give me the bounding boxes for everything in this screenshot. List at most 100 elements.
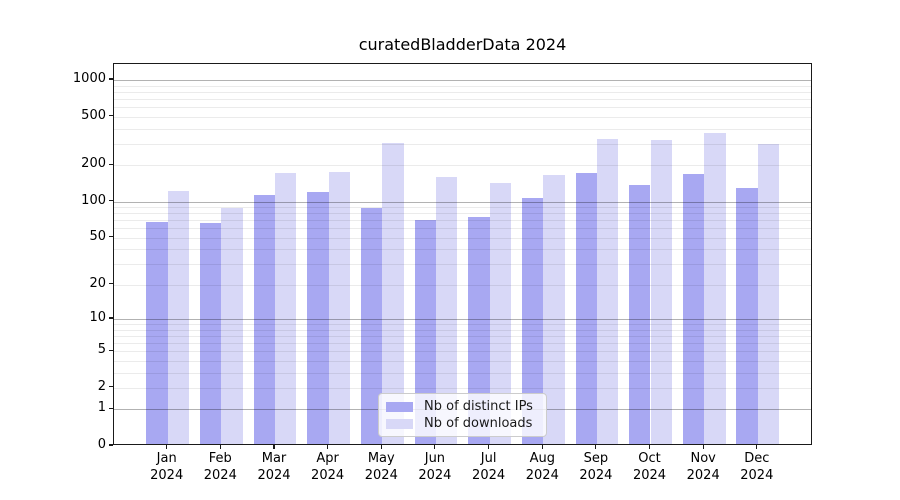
bar-distinct-ips xyxy=(253,195,275,444)
y-tick-mark xyxy=(109,283,113,285)
bar-distinct-ips xyxy=(682,174,705,444)
gridline-minor xyxy=(114,228,811,230)
gridline-minor xyxy=(114,372,811,374)
gridline-minor xyxy=(114,116,811,118)
bar-downloads xyxy=(704,132,726,444)
gridline-major xyxy=(114,80,811,81)
x-tick-label: Feb 2024 xyxy=(203,451,237,483)
bar-distinct-ips xyxy=(736,188,758,444)
bar-downloads xyxy=(489,183,511,444)
bar-distinct-ips xyxy=(629,184,651,444)
legend-label-distinct-ips: Nb of distinct IPs xyxy=(424,399,533,415)
y-tick-mark xyxy=(109,317,113,319)
x-tick-mark xyxy=(595,445,597,449)
y-tick-label: 1 xyxy=(97,400,106,416)
y-tick-mark xyxy=(109,199,113,202)
gridline-minor xyxy=(114,237,811,239)
x-tick-label: Aug 2024 xyxy=(525,451,559,483)
bar-distinct-ips xyxy=(414,219,436,444)
y-tick-label: 20 xyxy=(89,275,106,291)
x-tick-label: Dec 2024 xyxy=(740,451,774,483)
gridline-minor xyxy=(114,284,811,286)
chart-title: curatedBladderData 2024 xyxy=(358,35,567,54)
y-tick-label: 10 xyxy=(89,310,106,325)
bar-distinct-ips xyxy=(146,222,168,444)
y-tick-mark xyxy=(109,349,113,351)
x-tick-label: Jun 2024 xyxy=(418,451,452,483)
bar-distinct-ips xyxy=(307,191,329,444)
x-tick-mark xyxy=(702,445,704,449)
bar-downloads xyxy=(382,143,404,444)
y-tick-label: 200 xyxy=(81,156,106,172)
gridline-minor xyxy=(114,324,811,325)
gridline-minor xyxy=(114,220,811,222)
x-tick-mark xyxy=(380,445,382,449)
gridline-minor xyxy=(114,85,811,87)
gridline-minor xyxy=(114,128,811,130)
legend-swatch-distinct-ips xyxy=(386,402,413,413)
gridline-minor xyxy=(114,165,811,167)
gridline-minor xyxy=(114,91,811,93)
x-tick-label: Apr 2024 xyxy=(311,451,345,483)
legend: Nb of distinct IPs Nb of downloads xyxy=(378,393,547,437)
gridline-minor xyxy=(114,207,811,208)
bar-downloads xyxy=(650,140,672,444)
x-tick-label: Jul 2024 xyxy=(472,451,506,483)
bar-distinct-ips xyxy=(468,216,490,444)
y-tick-label: 2 xyxy=(97,378,106,394)
x-tick-label: May 2024 xyxy=(364,451,398,483)
x-tick-label: Mar 2024 xyxy=(257,451,291,483)
legend-item-downloads: Nb of downloads xyxy=(386,416,538,433)
y-tick-label: 5 xyxy=(97,342,106,358)
bar-distinct-ips xyxy=(521,198,544,444)
x-tick-mark xyxy=(488,445,490,449)
gridline-minor xyxy=(114,335,811,337)
y-tick-mark xyxy=(109,115,113,117)
gridline-major xyxy=(114,201,811,203)
bar-downloads xyxy=(757,144,780,444)
y-tick-mark xyxy=(109,78,113,80)
bar-downloads xyxy=(275,173,297,444)
bar-downloads xyxy=(435,177,458,444)
gridline-minor xyxy=(114,143,811,145)
y-tick-label: 100 xyxy=(81,192,106,208)
legend-label-downloads: Nb of downloads xyxy=(424,415,533,431)
bar-distinct-ips xyxy=(360,208,383,444)
gridline-minor xyxy=(114,329,811,331)
x-tick-mark xyxy=(219,445,221,449)
x-tick-label: Sep 2024 xyxy=(579,451,613,483)
x-tick-mark xyxy=(166,445,168,449)
x-tick-mark xyxy=(434,445,436,449)
y-tick-mark xyxy=(109,163,113,165)
y-tick-mark xyxy=(109,236,113,238)
y-tick-label: 500 xyxy=(81,107,106,123)
x-tick-mark xyxy=(648,445,651,449)
gridline-minor xyxy=(114,342,811,344)
gridline-minor xyxy=(114,249,811,251)
x-tick-label: Nov 2024 xyxy=(686,451,720,483)
bar-distinct-ips xyxy=(575,173,597,444)
bar-downloads xyxy=(221,208,243,444)
x-tick-label: Oct 2024 xyxy=(632,451,667,483)
legend-swatch-downloads xyxy=(386,418,413,429)
y-tick-label: 0 xyxy=(97,437,106,452)
bar-downloads xyxy=(328,172,350,444)
gridline-minor xyxy=(114,107,811,108)
y-tick-mark xyxy=(109,386,113,388)
bar-downloads xyxy=(167,191,190,444)
x-tick-label: Jan 2024 xyxy=(150,451,184,483)
y-tick-label: 1000 xyxy=(72,71,106,86)
x-tick-mark xyxy=(273,445,275,449)
bar-distinct-ips xyxy=(199,222,222,444)
gridline-minor xyxy=(114,264,811,266)
y-tick-label: 50 xyxy=(89,228,106,244)
gridline-minor xyxy=(114,213,811,215)
bar-downloads xyxy=(596,138,619,444)
x-tick-mark xyxy=(756,445,758,449)
gridline-minor xyxy=(114,360,811,362)
x-tick-mark xyxy=(327,445,329,449)
gridline-major xyxy=(114,319,811,320)
y-tick-mark xyxy=(109,407,113,409)
gridline-minor xyxy=(114,387,811,389)
